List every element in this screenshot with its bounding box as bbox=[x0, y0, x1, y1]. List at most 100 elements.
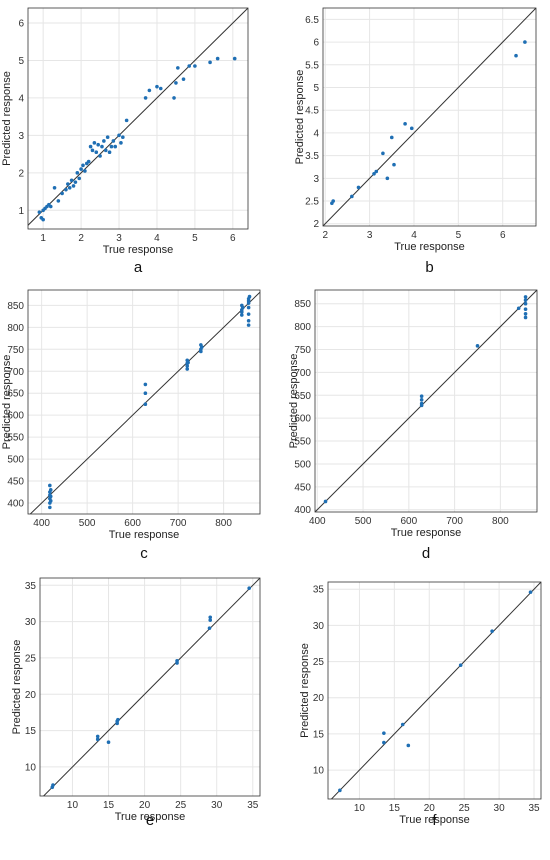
x-tick-label: 800 bbox=[215, 518, 232, 529]
data-point bbox=[516, 306, 521, 311]
y-tick-label: 400 bbox=[294, 505, 311, 516]
y-tick-label: 2 bbox=[18, 168, 24, 179]
data-point bbox=[172, 96, 176, 100]
y-tick-label: 650 bbox=[7, 389, 24, 400]
data-point bbox=[475, 344, 480, 348]
y-tick-label: 850 bbox=[294, 299, 311, 310]
data-point bbox=[400, 722, 405, 727]
x-axis-label: True response bbox=[394, 241, 465, 253]
data-point bbox=[406, 743, 411, 748]
y-tick-label: 750 bbox=[294, 345, 311, 356]
y-tick-label: 4 bbox=[18, 93, 24, 104]
x-tick-label: 400 bbox=[309, 516, 326, 527]
y-tick-label: 4.5 bbox=[305, 106, 319, 117]
data-point bbox=[186, 360, 190, 365]
data-point bbox=[528, 590, 533, 594]
data-point bbox=[51, 783, 55, 787]
x-tick-label: 30 bbox=[211, 800, 223, 811]
data-point bbox=[175, 659, 179, 663]
x-tick-label: 30 bbox=[494, 803, 506, 814]
y-tick-label: 6 bbox=[18, 18, 24, 29]
data-point bbox=[338, 788, 342, 793]
data-point bbox=[95, 737, 100, 742]
data-point bbox=[117, 133, 121, 138]
y-tick-label: 600 bbox=[7, 411, 24, 422]
data-point bbox=[185, 364, 190, 368]
data-point bbox=[419, 394, 424, 398]
plot-frame bbox=[314, 289, 538, 513]
data-point bbox=[409, 126, 414, 131]
y-tick-label: 650 bbox=[294, 391, 311, 402]
data-point bbox=[95, 734, 100, 739]
y-tick-label: 10 bbox=[25, 762, 37, 773]
data-point bbox=[105, 135, 110, 140]
data-point bbox=[240, 305, 245, 310]
y-tick-label: 20 bbox=[313, 693, 325, 704]
data-point bbox=[458, 663, 463, 667]
data-point bbox=[143, 402, 148, 406]
x-tick-label: 6 bbox=[230, 233, 236, 244]
y-tick-label: 25 bbox=[313, 657, 325, 668]
reference-line bbox=[315, 290, 537, 512]
y-tick-label: 35 bbox=[25, 581, 37, 592]
data-point bbox=[48, 488, 53, 492]
x-tick-label: 500 bbox=[79, 518, 96, 529]
y-tick-label: 3.5 bbox=[305, 151, 319, 162]
data-point bbox=[187, 64, 192, 68]
data-point bbox=[240, 310, 244, 314]
data-point bbox=[514, 53, 518, 58]
plot-frame bbox=[39, 577, 261, 797]
chart-panel-d: 400 500 600 700 800 400 450 500 550 600 650 700 750 8… bbox=[288, 289, 538, 562]
data-point bbox=[208, 60, 212, 65]
data-point bbox=[90, 148, 95, 153]
y-axis-label: Predicted response bbox=[294, 70, 306, 165]
x-tick-label: 5 bbox=[456, 230, 462, 241]
y-tick-label: 5 bbox=[18, 56, 24, 67]
y-tick-label: 35 bbox=[313, 585, 325, 596]
panel-label: a bbox=[134, 259, 143, 276]
y-tick-label: 700 bbox=[7, 367, 24, 378]
y-tick-label: 20 bbox=[25, 690, 37, 701]
x-axis-label: True response bbox=[103, 244, 174, 256]
y-tick-label: 3 bbox=[313, 174, 319, 185]
data-point bbox=[92, 141, 97, 145]
x-axis-label: True response bbox=[399, 814, 470, 826]
data-point bbox=[48, 483, 52, 488]
data-point bbox=[193, 64, 197, 68]
y-axis-label: Predicted response bbox=[288, 354, 300, 449]
y-tick-label: 25 bbox=[25, 653, 37, 664]
data-point bbox=[490, 629, 494, 633]
y-tick-label: 6 bbox=[313, 38, 319, 49]
x-tick-label: 25 bbox=[175, 800, 187, 811]
x-tick-label: 3 bbox=[116, 233, 122, 244]
x-tick-label: 25 bbox=[459, 803, 471, 814]
y-tick-label: 550 bbox=[7, 433, 24, 444]
x-tick-label: 5 bbox=[192, 233, 198, 244]
data-point bbox=[48, 204, 53, 209]
data-point bbox=[208, 618, 213, 622]
y-tick-label: 450 bbox=[294, 482, 311, 493]
data-point bbox=[392, 162, 396, 167]
data-point bbox=[109, 144, 114, 149]
y-tick-label: 4 bbox=[313, 128, 319, 139]
data-point bbox=[246, 301, 251, 305]
data-point bbox=[37, 210, 42, 214]
data-point bbox=[185, 367, 190, 371]
panel-label: d bbox=[422, 545, 430, 562]
x-tick-label: 15 bbox=[103, 800, 115, 811]
data-point bbox=[199, 349, 203, 354]
y-tick-label: 850 bbox=[7, 301, 24, 312]
data-point bbox=[81, 163, 85, 168]
data-point bbox=[323, 499, 328, 504]
data-point bbox=[116, 717, 120, 722]
x-tick-label: 1 bbox=[40, 233, 46, 244]
x-tick-label: 700 bbox=[170, 518, 187, 529]
data-point bbox=[119, 141, 123, 145]
data-point bbox=[73, 180, 78, 184]
chart-panel-a: 1 2 3 4 5 6 1 2 3 4 5 6 True response Predicted respo… bbox=[1, 7, 249, 276]
data-point bbox=[246, 323, 251, 327]
x-tick-label: 20 bbox=[424, 803, 436, 814]
data-point bbox=[48, 499, 53, 503]
data-point bbox=[143, 382, 148, 387]
y-tick-label: 3 bbox=[18, 131, 24, 142]
